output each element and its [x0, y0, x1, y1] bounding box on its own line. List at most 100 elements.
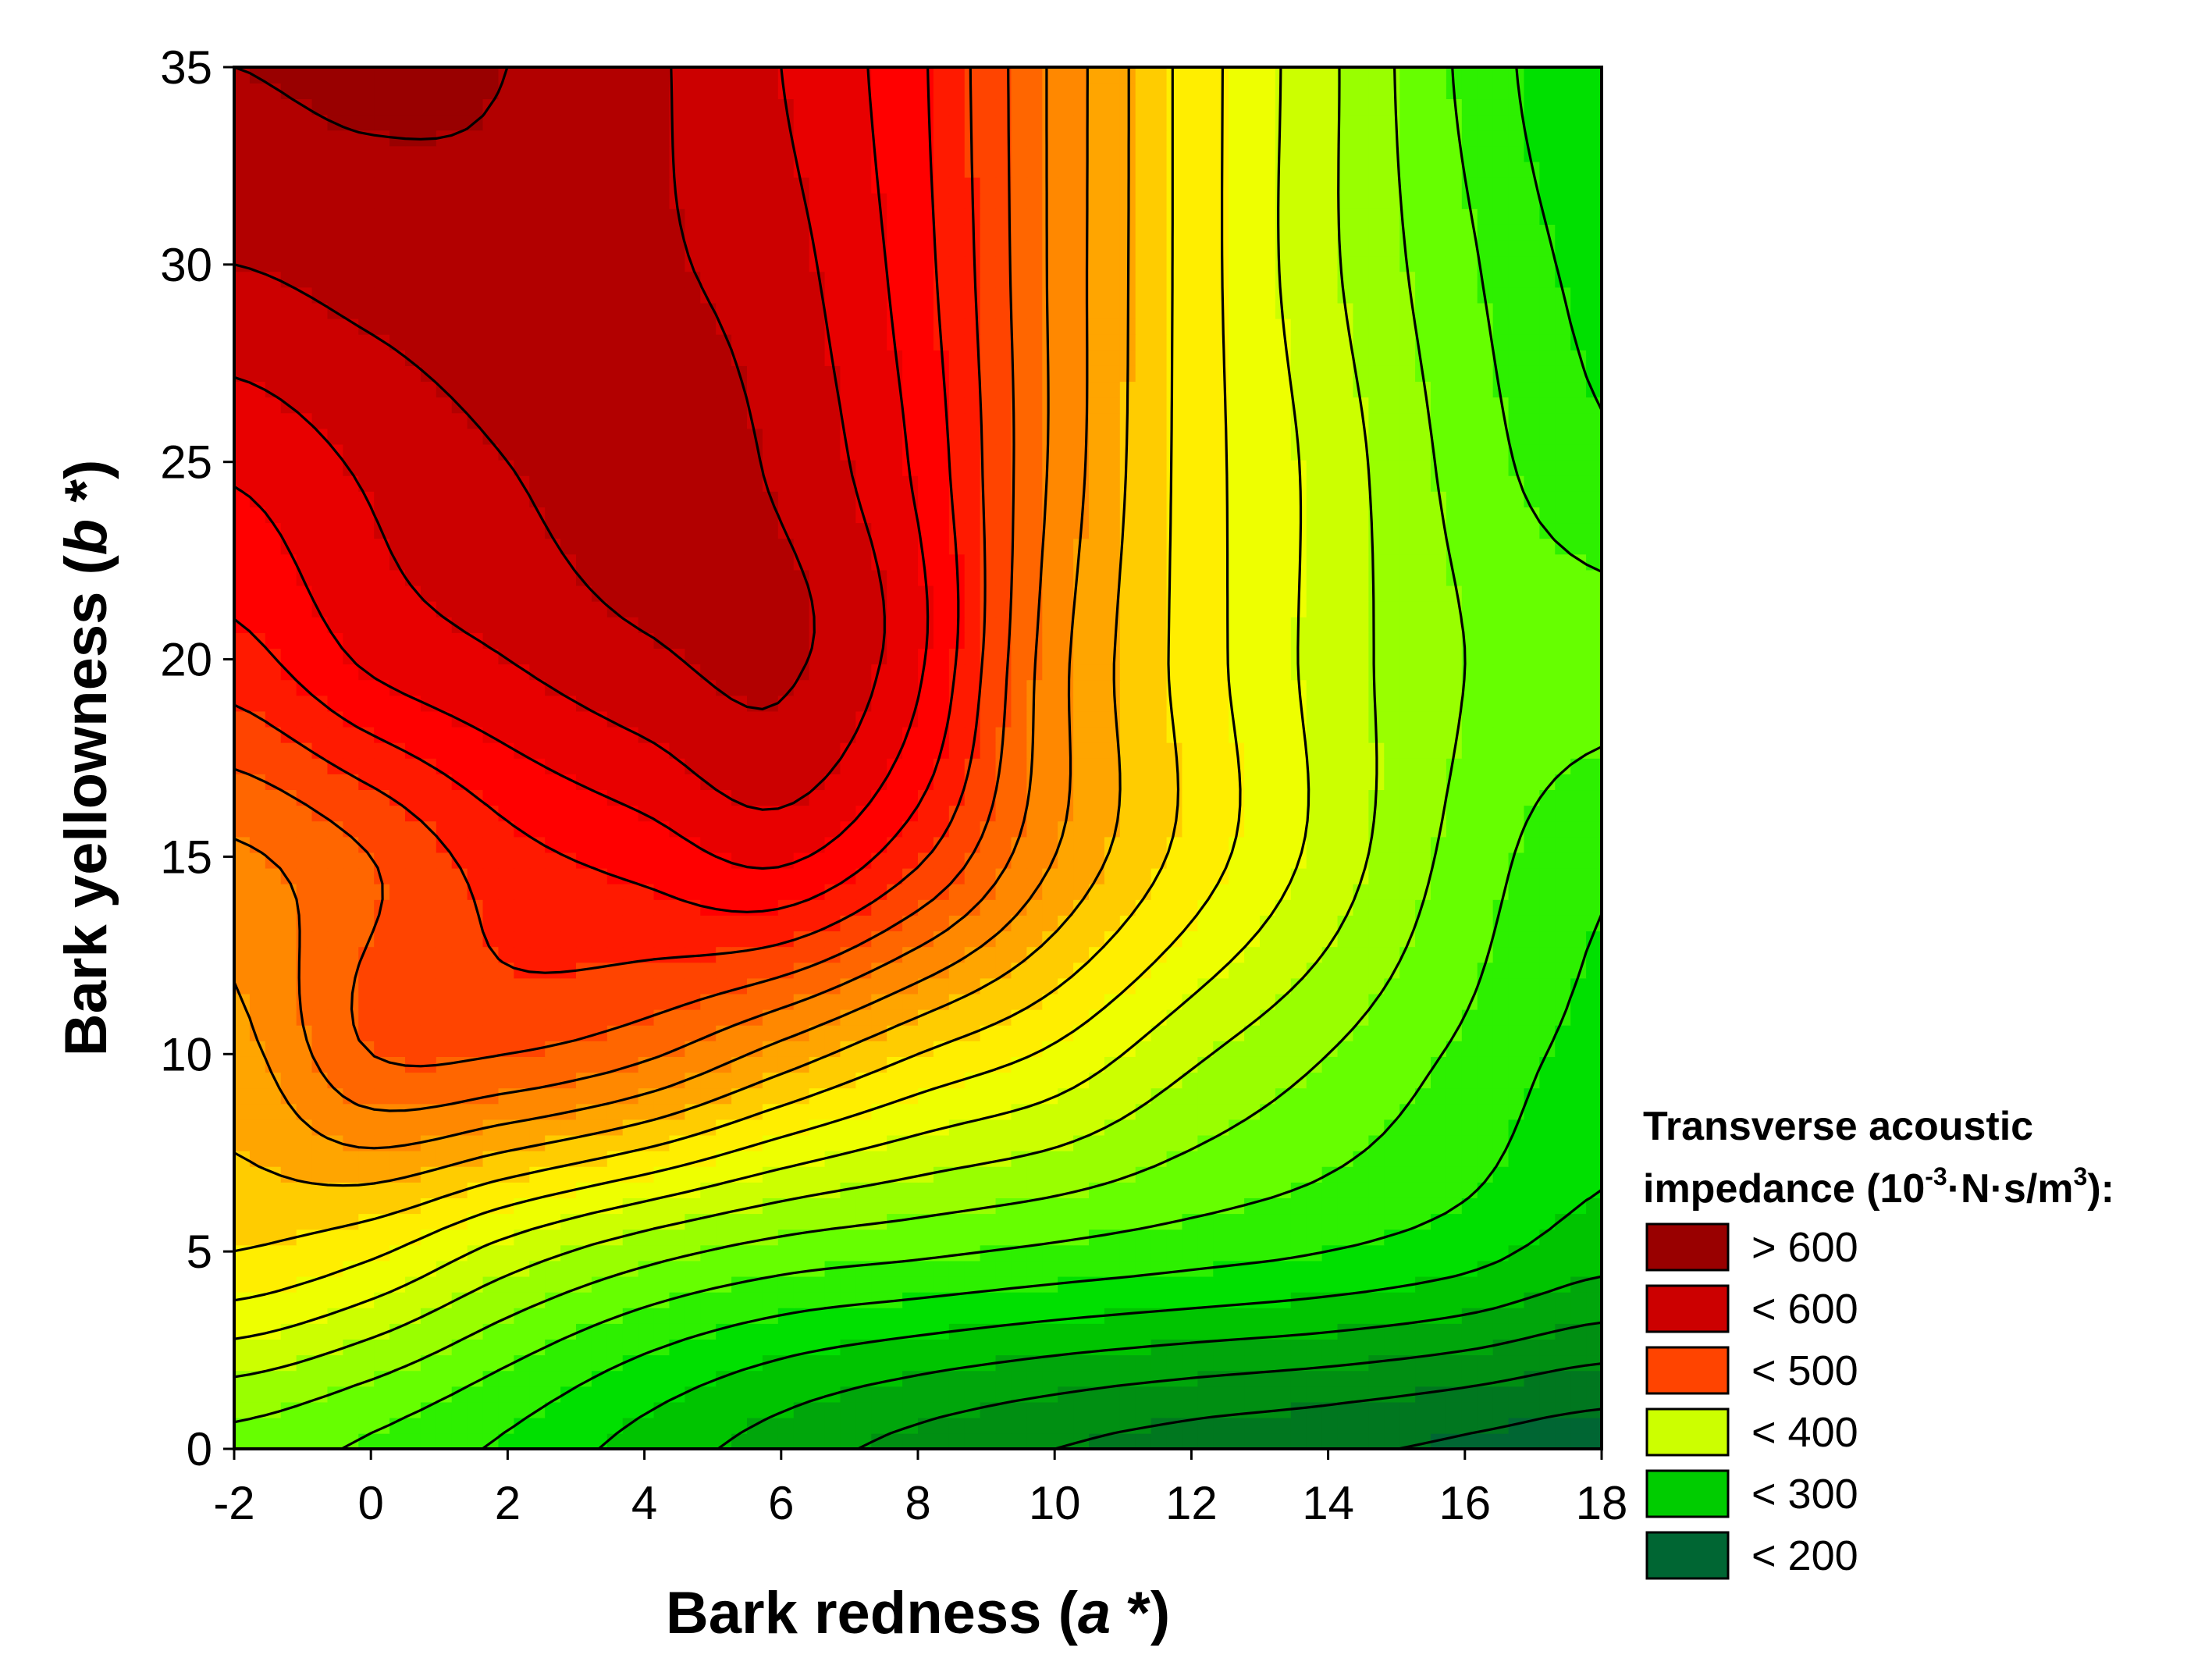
contour-cell	[1399, 679, 1416, 696]
contour-cell	[389, 1432, 406, 1449]
contour-cell	[1058, 1401, 1074, 1418]
contour-cell	[1244, 1119, 1261, 1136]
contour-cell	[793, 946, 810, 963]
contour-cell	[1337, 679, 1354, 696]
contour-cell	[653, 1087, 670, 1105]
contour-cell	[995, 789, 1012, 806]
contour-cell	[1431, 977, 1447, 995]
contour-cell	[560, 1150, 577, 1167]
contour-cell	[451, 1260, 468, 1277]
contour-cell	[1042, 1165, 1058, 1183]
contour-cell	[529, 1119, 546, 1136]
contour-cell	[1011, 1386, 1028, 1403]
contour-cell	[1244, 946, 1261, 963]
contour-cell	[777, 1182, 795, 1198]
contour-cell	[1539, 899, 1556, 916]
contour-cell	[1260, 1354, 1276, 1372]
contour-cell	[653, 1197, 670, 1215]
contour-cell	[1026, 1009, 1044, 1026]
contour-cell	[1042, 946, 1058, 963]
contour-cell	[358, 789, 375, 806]
contour-cell	[887, 1323, 903, 1340]
contour-cell	[1586, 1323, 1602, 1340]
contour-cell	[1213, 836, 1229, 853]
contour-cell	[918, 820, 934, 838]
contour-cell	[1539, 1197, 1556, 1215]
contour-cell	[1182, 742, 1199, 759]
contour-cell	[1321, 1024, 1339, 1041]
contour-cell	[1135, 805, 1152, 822]
contour-cell	[529, 648, 546, 665]
contour-cell	[1197, 1024, 1214, 1041]
contour-cell	[1368, 867, 1385, 884]
contour-cell	[1555, 1339, 1571, 1356]
contour-cell	[995, 1244, 1012, 1262]
contour-cell	[374, 1087, 390, 1105]
contour-cell	[1089, 805, 1105, 822]
contour-cell	[1508, 1307, 1525, 1324]
contour-cell	[933, 1354, 950, 1372]
contour-cell	[1384, 1041, 1400, 1057]
contour-cell	[1042, 1072, 1058, 1089]
contour-cell	[731, 962, 748, 979]
contour-cell	[343, 977, 360, 995]
contour-cell	[467, 1009, 484, 1026]
contour-cell	[1477, 1087, 1494, 1105]
contour-cell	[1042, 569, 1058, 586]
contour-cell	[1524, 993, 1541, 1010]
contour-cell	[514, 553, 531, 571]
contour-cell	[374, 931, 390, 948]
contour-cell	[918, 600, 934, 617]
contour-cell	[1524, 1307, 1541, 1324]
contour-cell	[358, 616, 375, 633]
contour-cell	[1104, 616, 1121, 633]
contour-cell	[1524, 1276, 1541, 1293]
contour-cell	[1011, 946, 1028, 963]
contour-cell	[918, 1182, 934, 1198]
contour-cell	[902, 742, 919, 759]
contour-cell	[606, 648, 624, 665]
contour-cell	[1353, 616, 1370, 633]
contour-cell	[1492, 1307, 1510, 1324]
contour-cell	[591, 883, 608, 900]
contour-cell	[1011, 1072, 1028, 1089]
contour-cell	[777, 648, 795, 665]
contour-cell	[980, 993, 997, 1010]
contour-cell	[436, 1244, 453, 1262]
contour-cell	[1011, 600, 1028, 617]
contour-cell	[265, 632, 282, 649]
contour-cell	[1213, 679, 1229, 696]
contour-cell	[1058, 1119, 1074, 1136]
contour-cell	[1461, 820, 1478, 838]
contour-cell	[311, 1354, 329, 1372]
contour-cell	[964, 758, 981, 774]
contour-cell	[482, 883, 500, 900]
contour-cell	[576, 1056, 592, 1073]
contour-cell	[1586, 993, 1602, 1010]
contour-cell	[1073, 1087, 1090, 1105]
contour-cell	[1213, 695, 1229, 712]
contour-cell	[1042, 915, 1058, 932]
contour-cell	[1431, 1024, 1447, 1041]
contour-cell	[902, 600, 919, 617]
contour-cell	[1026, 1056, 1044, 1073]
contour-cell	[545, 726, 561, 743]
contour-cell	[887, 632, 903, 649]
contour-cell	[1353, 774, 1370, 791]
contour-cell	[311, 1024, 329, 1041]
contour-cell	[1150, 726, 1168, 743]
contour-cell	[591, 1009, 608, 1026]
contour-cell	[1368, 695, 1385, 712]
contour-cell	[576, 648, 592, 665]
contour-cell	[1415, 1401, 1431, 1418]
contour-cell	[606, 616, 624, 633]
contour-cell	[1570, 1087, 1587, 1105]
contour-cell	[700, 1103, 717, 1120]
contour-cell	[1244, 993, 1261, 1010]
contour-cell	[1431, 648, 1447, 665]
contour-cell	[1492, 742, 1510, 759]
contour-cell	[747, 899, 763, 916]
contour-cell	[311, 1260, 329, 1277]
contour-cell	[902, 836, 919, 853]
contour-cell	[1353, 1401, 1370, 1418]
